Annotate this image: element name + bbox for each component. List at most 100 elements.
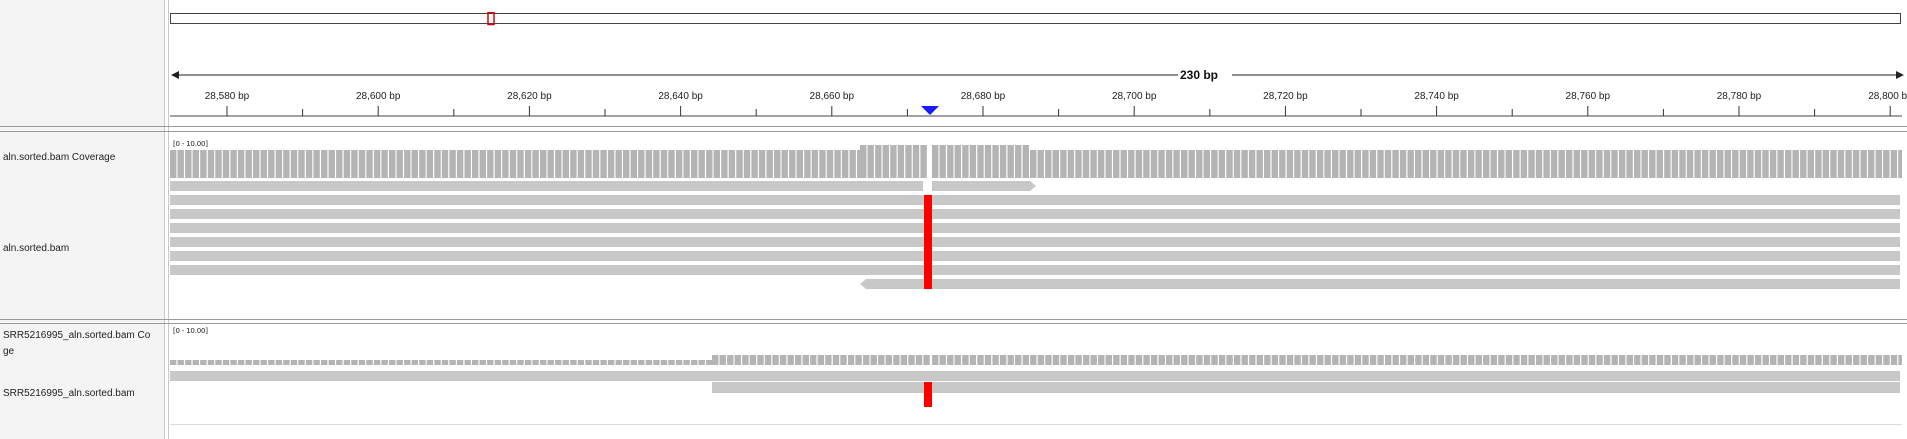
coverage-bar	[1626, 150, 1633, 178]
coverage-bar	[1324, 150, 1331, 178]
coverage-bar	[1407, 150, 1414, 178]
coverage-bar	[1483, 150, 1490, 178]
chromosome-ideogram[interactable]	[170, 12, 1902, 26]
coverage-bar	[562, 150, 569, 178]
coverage-bar	[358, 150, 366, 178]
coverage-bar	[1248, 150, 1256, 178]
coverage-bar	[932, 355, 939, 365]
alignment-track-2[interactable]	[170, 370, 1902, 430]
coverage-bar	[1452, 150, 1460, 178]
coverage-bar	[885, 355, 892, 365]
coverage-bar	[1611, 150, 1618, 178]
coverage-bar	[1619, 355, 1626, 365]
coverage-bar	[487, 360, 494, 365]
coverage-bar	[200, 360, 207, 365]
coverage-bar	[1445, 150, 1452, 178]
coverage-bar	[1822, 355, 1830, 365]
attribute-panel-divider[interactable]	[168, 0, 169, 439]
coverage-bar	[275, 360, 283, 365]
coverage-bar	[915, 355, 923, 365]
coverage-track-2[interactable]	[170, 350, 1902, 370]
coverage-bar	[1687, 355, 1694, 365]
coverage-bar	[502, 150, 509, 178]
coverage-bar	[404, 360, 411, 365]
coverage-track-1[interactable]	[170, 140, 1902, 180]
track-label-coverage-2-line2: ge	[3, 346, 15, 357]
coverage-bar	[1551, 355, 1558, 365]
coverage-bar	[1430, 150, 1437, 178]
coverage-bar	[222, 150, 230, 178]
coverage-bar	[630, 360, 637, 365]
coverage-bar	[1860, 355, 1867, 365]
coverage-bar	[890, 145, 897, 178]
track-label-alignments-2[interactable]: SRR5216995_aln.sorted.bam	[3, 388, 135, 399]
coverage-bar	[1256, 150, 1263, 178]
coverage-bar	[336, 360, 343, 365]
coverage-bar	[1883, 355, 1890, 365]
panel-divider[interactable]	[0, 319, 1907, 320]
coverage-bar	[237, 150, 245, 178]
ruler-tick-label: 28,760 bp	[1565, 91, 1611, 102]
coverage-bar	[860, 145, 867, 178]
coverage-bar	[1838, 355, 1845, 365]
coverage-bar	[1120, 150, 1127, 178]
coverage-bar	[1467, 150, 1475, 178]
coverage-bar	[1581, 150, 1588, 178]
coverage-bar	[939, 355, 946, 365]
coverage-bar	[962, 145, 969, 178]
header-divider[interactable]	[0, 126, 1907, 127]
coverage-bar	[630, 150, 637, 178]
coverage-bar	[509, 150, 517, 178]
coverage-bar	[555, 360, 562, 365]
ruler-tick-label: 28,640 bp	[658, 91, 703, 102]
coverage-bar	[832, 355, 840, 365]
coverage-bar	[923, 355, 930, 365]
coverage-bar	[517, 360, 524, 365]
coverage-bar	[1588, 355, 1596, 365]
track-label-coverage-1[interactable]: aln.sorted.bam Coverage	[3, 152, 116, 163]
coverage-bar	[1060, 355, 1067, 365]
coverage-bar	[734, 355, 741, 365]
coverage-bar	[1045, 355, 1052, 365]
coverage-range-1: [0 - 10.00]	[173, 140, 208, 148]
coverage-bar	[1792, 150, 1799, 178]
coverage-bar	[540, 150, 547, 178]
coverage-bar	[472, 360, 479, 365]
coverage-bar	[875, 145, 882, 178]
track-label-coverage-2[interactable]: SRR5216995_aln.sorted.bam Co ge	[3, 330, 150, 358]
coverage-bar	[237, 360, 245, 365]
coverage-bar	[878, 355, 885, 365]
coverage-bar	[1762, 355, 1769, 365]
coverage-bar	[1415, 150, 1422, 178]
coverage-bar	[449, 360, 456, 365]
mismatch-base	[924, 195, 932, 289]
track-label-alignments-1[interactable]: aln.sorted.bam	[3, 243, 70, 254]
coverage-bar	[1543, 355, 1550, 365]
coverage-bar	[1400, 355, 1407, 365]
track-name-panel	[0, 0, 164, 439]
coverage-bar	[170, 150, 177, 178]
coverage-bar	[1271, 355, 1279, 365]
coverage-bar	[570, 360, 577, 365]
coverage-bar	[1611, 355, 1618, 365]
coverage-bar	[600, 150, 607, 178]
coverage-bar	[313, 360, 320, 365]
read	[170, 251, 1900, 261]
coverage-bar	[1596, 355, 1603, 365]
coverage-bar	[954, 355, 961, 365]
coverage-bar	[802, 355, 809, 365]
coverage-bar	[789, 150, 796, 178]
coverage-bar	[727, 355, 734, 365]
coverage-bar	[675, 360, 683, 365]
span-arrow-left	[171, 71, 179, 79]
read	[170, 371, 1900, 381]
name-panel-divider[interactable]	[164, 0, 165, 439]
ruler-panel[interactable]: 230 bp 28,580 bp 28,600 bp 28,620 bp 28,640…	[170, 62, 1907, 122]
ruler-tick-label: 28,680 bp	[960, 91, 1006, 102]
coverage-bar	[419, 150, 426, 178]
coverage-bar	[1377, 150, 1384, 178]
coverage-bar	[1067, 355, 1075, 365]
alignment-track-1[interactable]	[170, 180, 1902, 295]
coverage-bar	[1090, 355, 1097, 365]
coverage-bar	[1732, 150, 1739, 178]
